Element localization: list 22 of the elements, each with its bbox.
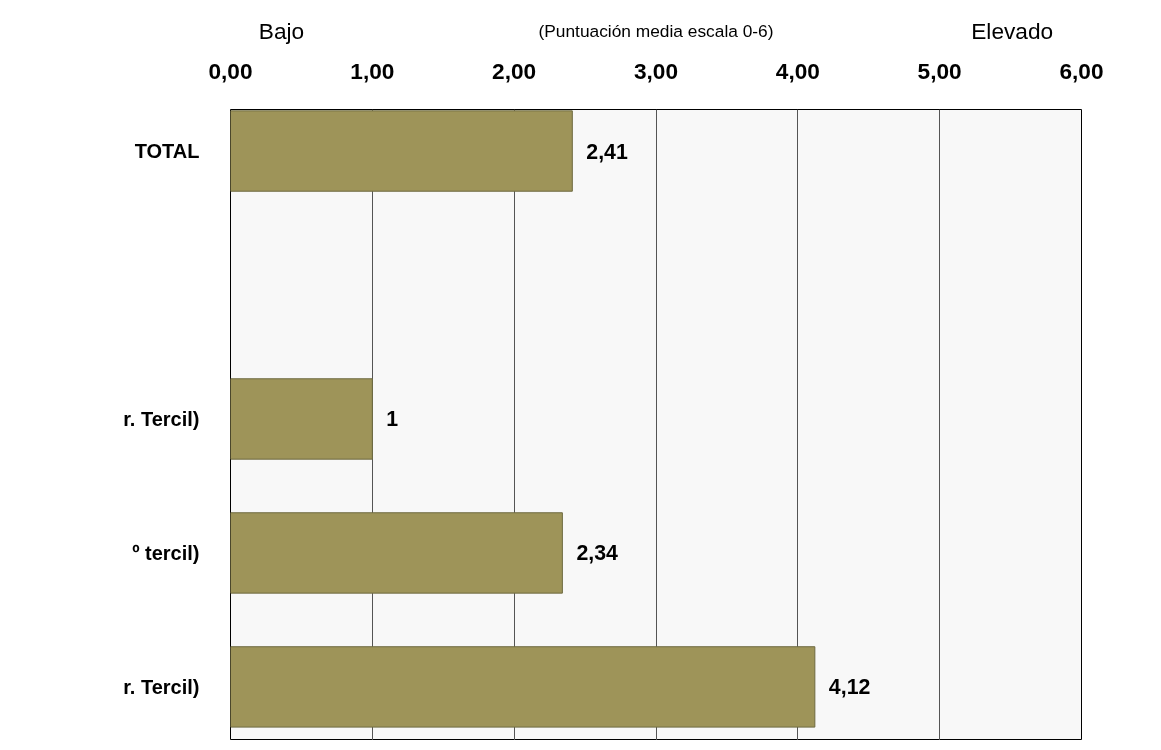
x-tick-label: 0,00 [208, 57, 253, 84]
y-tick-label: º tercil) [132, 541, 200, 564]
data-label: 2,34 [576, 541, 619, 566]
data-label: 4,12 [828, 675, 871, 700]
x-tick-label: 6,00 [1059, 57, 1104, 84]
x-tick-label: 5,00 [917, 57, 962, 84]
x-tick-label: 2,00 [492, 57, 537, 84]
y-tick-label: TOTAL [134, 140, 200, 163]
data-label: 1 [386, 407, 399, 432]
data-label: 2,41 [586, 139, 628, 164]
bar [230, 646, 816, 728]
y-tick-label: r. Tercil) [123, 675, 200, 698]
bar [230, 378, 373, 460]
x-tick-label: 1,00 [350, 57, 395, 84]
text: (Puntuación media escala 0-6) [538, 20, 774, 41]
bar [230, 512, 563, 594]
x-tick-label: 4,00 [775, 57, 820, 84]
bar [230, 110, 573, 192]
y-tick-label: r. Tercil) [123, 407, 200, 430]
x-tick-label: 3,00 [633, 57, 679, 84]
text: Elevado [971, 17, 1054, 44]
text: Bajo [258, 17, 305, 44]
